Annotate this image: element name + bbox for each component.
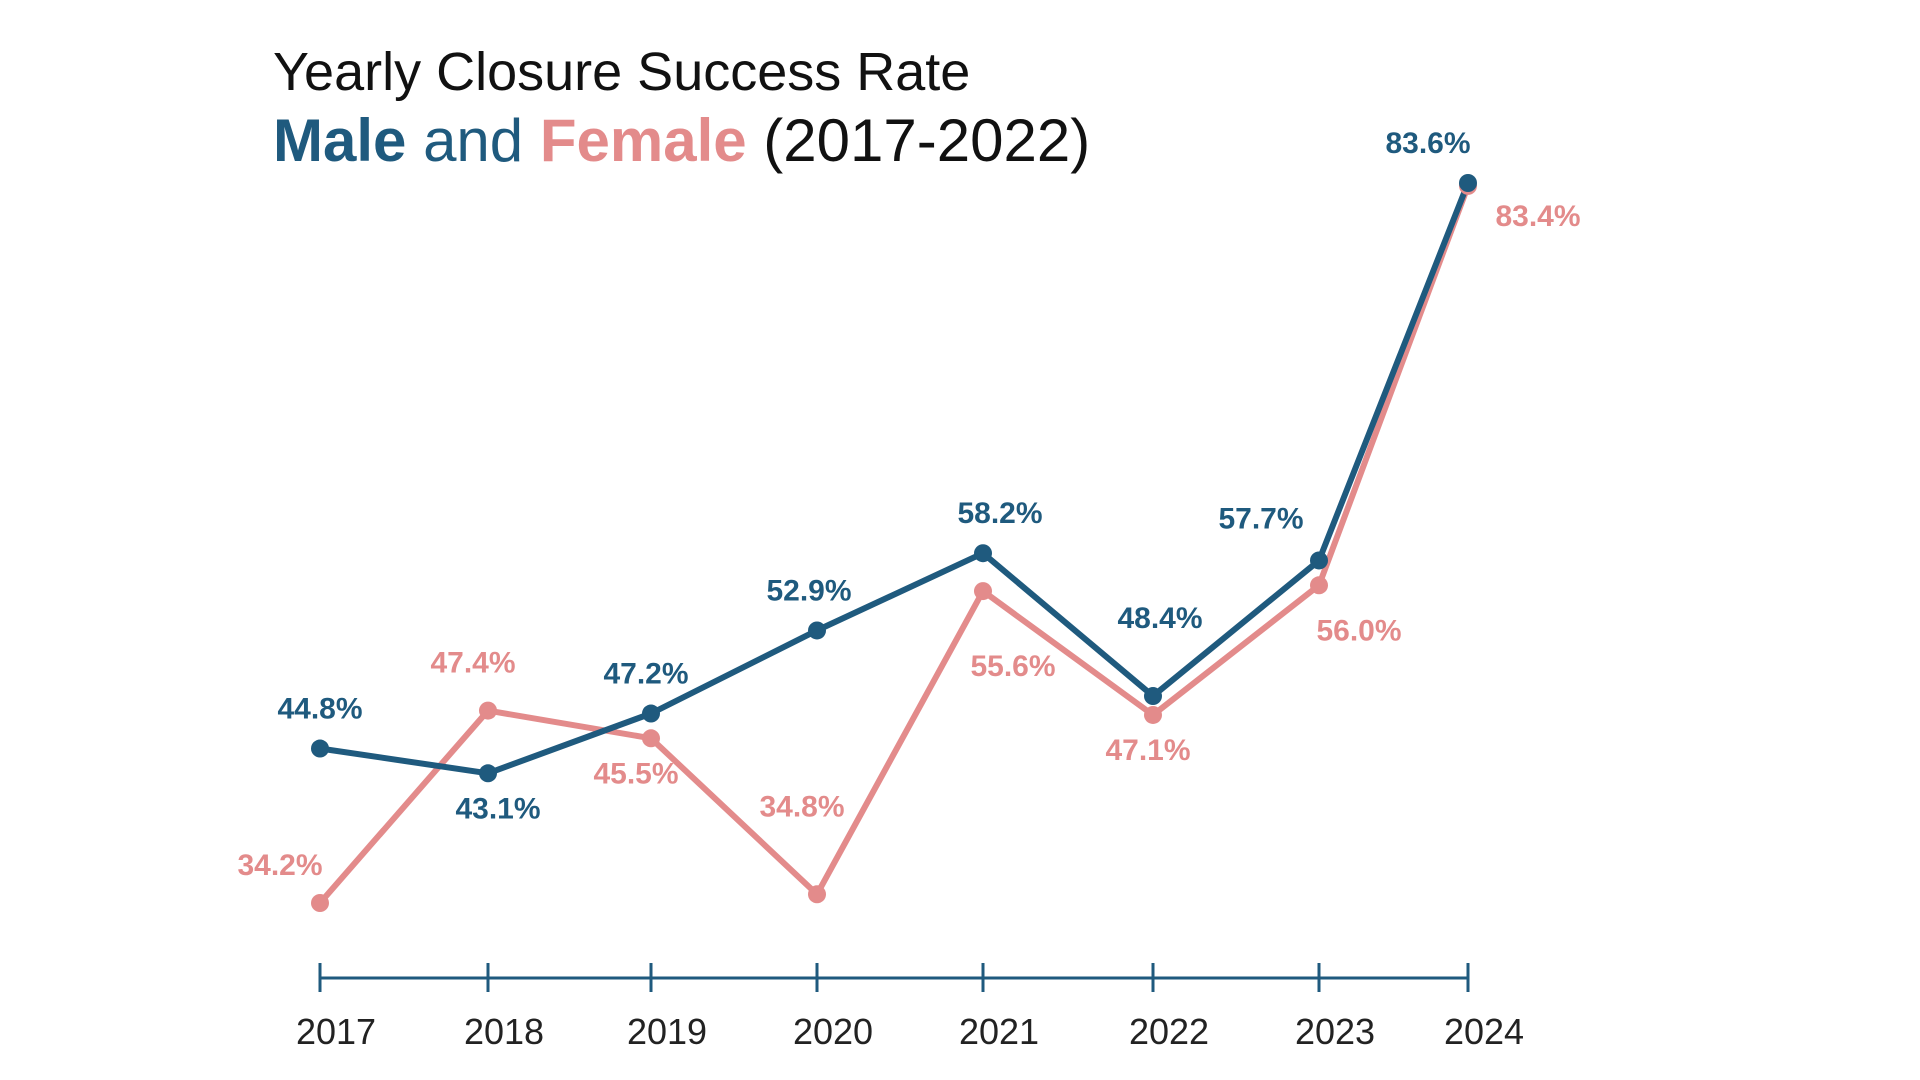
x-tick-label: 2024 (1444, 1011, 1524, 1052)
female-data-label: 55.6% (970, 650, 1055, 683)
male-data-point (1144, 687, 1162, 706)
title-male-word: Male (273, 106, 407, 174)
female-data-label: 34.8% (759, 790, 844, 823)
female-data-point (1144, 705, 1162, 724)
male-data-label: 52.9% (766, 574, 851, 607)
male-data-label: 43.1% (455, 792, 540, 825)
female-data-point (1310, 576, 1328, 595)
x-tick-label: 2019 (627, 1011, 707, 1052)
female-data-label: 47.4% (430, 647, 515, 680)
female-data-label: 34.2% (237, 849, 322, 882)
title-female-word: Female (539, 106, 747, 174)
x-tick-label: 2020 (793, 1011, 873, 1052)
female-data-point (311, 894, 329, 912)
data-labels: 44.8% 43.1% 47.2% 52.9% 58.2% 48.4% 57.7% 83.6%… (237, 127, 1580, 882)
chart-title: Yearly Closure Success Rate Male and Fem… (273, 40, 1090, 177)
male-data-point (642, 704, 660, 723)
series-lines (317, 180, 1471, 906)
x-tick-label: 2021 (959, 1011, 1039, 1052)
female-data-point (974, 582, 992, 601)
male-data-label: 57.7% (1218, 502, 1303, 535)
female-data-label: 45.5% (593, 757, 678, 790)
male-data-label: 83.6% (1385, 127, 1470, 160)
female-data-label: 83.4% (1495, 200, 1580, 233)
male-data-label: 44.8% (277, 693, 362, 726)
male-data-label: 48.4% (1117, 602, 1202, 635)
x-tick-label: 2018 (464, 1011, 544, 1052)
x-axis: 2017 2018 2019 2020 2021 2022 2023 2024 (296, 963, 1524, 1052)
x-tick-label: 2022 (1129, 1011, 1209, 1052)
x-tick-label: 2023 (1295, 1011, 1375, 1052)
chart-title-line2: Male and Female (2017-2022) (273, 105, 1090, 177)
male-data-label: 47.2% (603, 658, 688, 691)
male-data-point (974, 544, 992, 563)
male-data-point (808, 621, 826, 640)
male-series-line (317, 180, 1471, 777)
female-series-line (317, 182, 1471, 906)
female-data-label: 56.0% (1316, 614, 1401, 647)
male-data-point (311, 739, 329, 758)
title-years: (2017-2022) (763, 106, 1091, 174)
x-tick-label: 2017 (296, 1011, 376, 1052)
male-data-point (1310, 551, 1328, 570)
title-and-word: and (423, 106, 524, 174)
female-data-point (808, 885, 826, 904)
male-data-point (1459, 174, 1477, 192)
female-data-point (642, 729, 660, 748)
female-data-point (479, 701, 497, 720)
female-data-label: 47.1% (1105, 734, 1190, 767)
male-data-point (479, 764, 497, 783)
male-data-label: 58.2% (957, 497, 1042, 530)
chart-title-line1: Yearly Closure Success Rate (273, 42, 971, 102)
data-points (311, 174, 1477, 912)
